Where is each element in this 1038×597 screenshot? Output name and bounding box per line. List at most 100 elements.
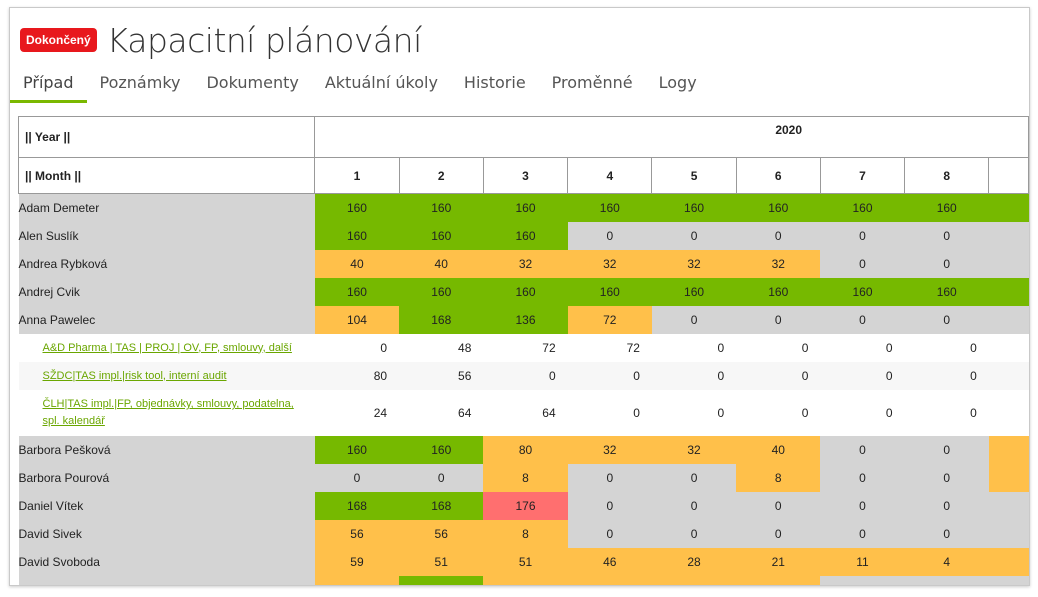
capacity-cell[interactable]: 160 [567,278,652,306]
capacity-cell[interactable] [988,250,1029,278]
capacity-cell[interactable]: 40 [736,436,821,464]
capacity-cell[interactable]: 0 [820,492,905,520]
capacity-cell[interactable]: 0 [820,250,905,278]
capacity-grid[interactable]: || Year || 2020 || Month || 1 2 3 4 5 6 … [18,116,1029,585]
capacity-cell[interactable]: 160 [651,278,737,306]
tab-pripad[interactable]: Případ [10,70,87,103]
capacity-cell[interactable]: 8 [483,520,568,548]
capacity-cell[interactable]: 160 [904,278,989,306]
capacity-cell[interactable]: 0 [820,520,905,548]
capacity-cell[interactable]: 160 [736,193,821,222]
capacity-cell[interactable]: 160 [651,193,737,222]
capacity-cell[interactable]: 56 [399,520,484,548]
capacity-cell[interactable]: 160 [483,193,568,222]
capacity-cell[interactable]: 0 [904,520,989,548]
capacity-cell[interactable]: 11 [820,548,905,576]
capacity-cell[interactable] [988,576,1029,585]
capacity-cell[interactable]: 0 [820,222,905,250]
capacity-cell[interactable]: 0 [820,464,905,492]
capacity-cell[interactable]: 0 [399,464,484,492]
capacity-cell[interactable]: 32 [651,250,737,278]
capacity-cell[interactable]: 160 [399,436,484,464]
capacity-cell[interactable]: 160 [314,193,400,222]
capacity-cell[interactable]: 0 [904,436,989,464]
capacity-cell[interactable]: 0 [820,306,905,334]
capacity-cell[interactable]: 0 [651,492,737,520]
capacity-cell[interactable]: 51 [483,548,568,576]
capacity-cell[interactable]: 4 [904,548,989,576]
project-link[interactable]: A&D Pharma | TAS | PROJ | OV, FP, smlouv… [42,341,292,354]
capacity-cell[interactable]: 72 [567,306,652,334]
capacity-cell[interactable]: 0 [820,576,905,585]
capacity-cell[interactable] [988,464,1029,492]
capacity-cell[interactable]: 160 [399,222,484,250]
capacity-cell[interactable]: 136 [483,306,568,334]
capacity-cell[interactable]: 76 [483,576,568,585]
capacity-cell[interactable]: 32 [483,250,568,278]
capacity-cell[interactable] [988,548,1029,576]
capacity-cell[interactable]: 0 [736,492,821,520]
tab-logy[interactable]: Logy [658,73,697,92]
capacity-cell[interactable] [988,222,1029,250]
capacity-cell[interactable]: 0 [651,222,737,250]
capacity-cell[interactable]: 160 [567,193,652,222]
capacity-cell[interactable]: 160 [483,222,568,250]
capacity-cell[interactable]: 0 [567,520,652,548]
capacity-cell[interactable]: 0 [820,436,905,464]
tab-promenne[interactable]: Proměnné [551,73,633,92]
capacity-cell[interactable]: 160 [314,222,400,250]
capacity-cell[interactable]: 21 [736,548,821,576]
project-link[interactable]: SŽDC|TAS impl.|risk tool, interní audit [42,369,227,382]
capacity-cell[interactable]: 168 [399,306,484,334]
capacity-cell[interactable] [988,520,1029,548]
capacity-cell[interactable]: 8 [736,464,821,492]
capacity-cell[interactable]: 160 [483,278,568,306]
capacity-cell[interactable]: 160 [820,278,905,306]
capacity-cell[interactable]: 160 [736,278,821,306]
capacity-cell[interactable]: 40 [314,250,400,278]
capacity-cell[interactable]: 160 [820,193,905,222]
tab-dokumenty[interactable]: Dokumenty [206,73,299,92]
capacity-cell[interactable]: 160 [904,193,989,222]
capacity-cell[interactable]: 28 [651,548,737,576]
capacity-cell[interactable]: 51 [399,548,484,576]
capacity-cell[interactable] [988,193,1029,222]
capacity-cell[interactable]: 0 [567,464,652,492]
capacity-cell[interactable] [988,278,1029,306]
capacity-cell[interactable]: 160 [399,278,484,306]
capacity-cell[interactable] [988,492,1029,520]
capacity-cell[interactable]: 40 [399,250,484,278]
project-link[interactable]: ČLH|TAS impl.|FP, objednávky, smlouvy, p… [42,398,294,427]
capacity-cell[interactable]: 176 [483,492,568,520]
tab-poznamky[interactable]: Poznámky [99,73,181,92]
capacity-cell[interactable]: 80 [483,436,568,464]
tab-aktualni-ukoly[interactable]: Aktuální úkoly [324,73,438,92]
capacity-cell[interactable]: 32 [651,436,737,464]
capacity-cell[interactable]: 0 [651,464,737,492]
capacity-cell[interactable]: 108 [314,576,400,585]
capacity-cell[interactable]: 0 [314,464,400,492]
capacity-cell[interactable]: 160 [399,193,484,222]
capacity-cell[interactable]: 32 [567,250,652,278]
capacity-cell[interactable]: 136 [399,576,484,585]
capacity-cell[interactable]: 18 [736,576,821,585]
capacity-cell[interactable]: 168 [314,492,400,520]
capacity-cell[interactable]: 46 [567,548,652,576]
capacity-cell[interactable]: 0 [904,306,989,334]
capacity-cell[interactable]: 32 [567,436,652,464]
capacity-cell[interactable]: 0 [651,306,737,334]
capacity-cell[interactable] [988,306,1029,334]
capacity-cell[interactable]: 0 [736,222,821,250]
capacity-cell[interactable]: 59 [314,548,400,576]
capacity-cell[interactable]: 0 [736,306,821,334]
capacity-cell[interactable]: 0 [567,222,652,250]
capacity-cell[interactable]: 56 [314,520,400,548]
capacity-cell[interactable]: 160 [314,436,400,464]
capacity-cell[interactable] [988,436,1029,464]
capacity-cell[interactable]: 0 [904,492,989,520]
capacity-cell[interactable]: 104 [314,306,400,334]
capacity-cell[interactable]: 0 [651,520,737,548]
capacity-cell[interactable]: 0 [567,492,652,520]
capacity-cell[interactable]: 160 [314,278,400,306]
capacity-cell[interactable]: 8 [483,464,568,492]
